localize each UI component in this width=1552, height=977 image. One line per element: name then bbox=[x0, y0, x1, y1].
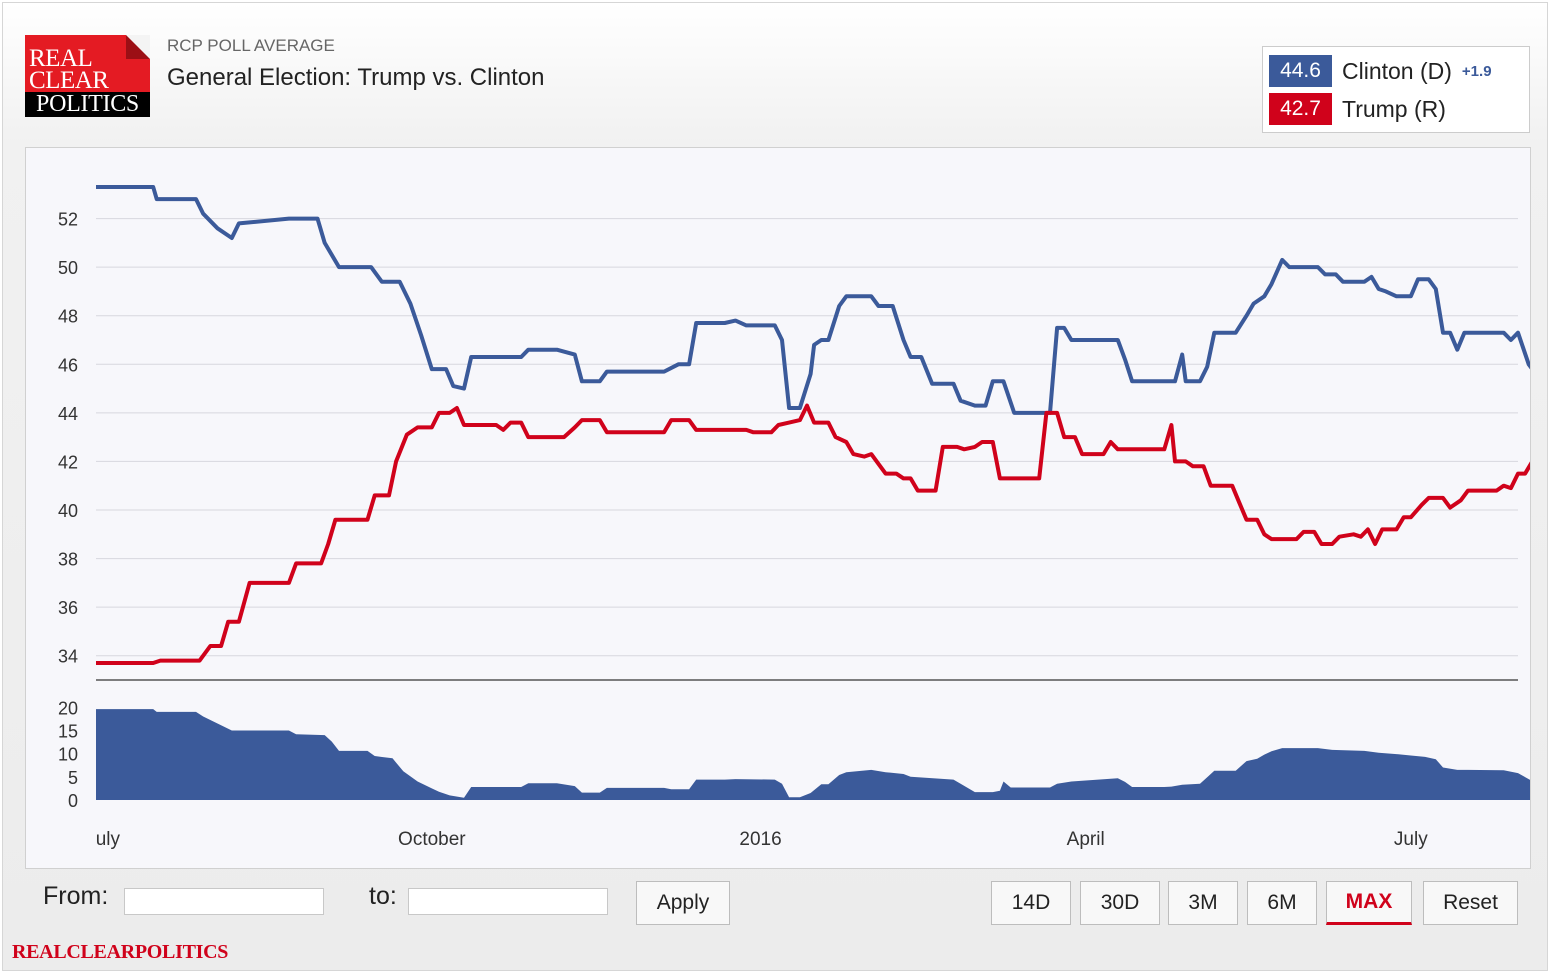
range-button-3m[interactable]: 3M bbox=[1168, 881, 1238, 925]
series-line-clinton bbox=[96, 185, 1552, 427]
reset-button[interactable]: Reset bbox=[1423, 881, 1518, 925]
range-button-max[interactable]: MAX bbox=[1326, 881, 1412, 925]
spread-tick-label: 10 bbox=[58, 745, 78, 765]
legend-item-clinton[interactable]: 44.6 Clinton (D) +1.9 bbox=[1269, 55, 1492, 87]
series-line-trump bbox=[96, 403, 1552, 665]
footer-brand[interactable]: REALCLEARPOLITICS bbox=[12, 941, 229, 963]
y-tick-label: 44 bbox=[58, 404, 78, 424]
legend-name-clinton: Clinton (D) bbox=[1342, 57, 1452, 84]
logo-line-1: REAL bbox=[29, 45, 93, 72]
series-lines bbox=[96, 185, 1552, 665]
chart-svg[interactable]: 34 36 38 40 42 44 46 48 50 52 0 5 10 15 20 July Octobe… bbox=[26, 148, 1552, 868]
from-label: From: bbox=[43, 882, 109, 910]
legend-item-trump[interactable]: 42.7 Trump (R) bbox=[1269, 93, 1446, 125]
to-date-input[interactable] bbox=[408, 888, 608, 915]
range-button-14d[interactable]: 14D bbox=[991, 881, 1071, 925]
to-label: to: bbox=[369, 882, 397, 910]
spread-tick-label: 15 bbox=[58, 721, 78, 741]
logo-line-3: POLITICS bbox=[25, 92, 150, 117]
y-tick-label: 36 bbox=[58, 598, 78, 618]
x-tick-label: July bbox=[86, 829, 120, 850]
legend-value-clinton: 44.6 bbox=[1269, 55, 1332, 87]
chart-subtitle: RCP POLL AVERAGE bbox=[167, 36, 335, 55]
from-date-input[interactable] bbox=[124, 888, 324, 915]
y-tick-label: 34 bbox=[58, 647, 78, 667]
y-tick-label: 42 bbox=[58, 452, 78, 472]
x-tick-label: April bbox=[1067, 829, 1105, 850]
rcp-logo[interactable]: REAL CLEAR POLITICS bbox=[25, 35, 150, 117]
logo-corner-fold bbox=[126, 35, 150, 59]
spread-axis-ticks: 0 5 10 15 20 bbox=[58, 698, 78, 811]
x-axis-ticks: July October 2016 April July bbox=[86, 829, 1428, 850]
spread-tick-label: 20 bbox=[58, 698, 78, 718]
spread-area-fill bbox=[96, 709, 1552, 800]
legend: 44.6 Clinton (D) +1.9 42.7 Trump (R) bbox=[1262, 46, 1530, 133]
legend-spread-clinton: +1.9 bbox=[1461, 62, 1492, 80]
y-tick-label: 50 bbox=[58, 258, 78, 278]
x-tick-label: July bbox=[1394, 829, 1428, 850]
y-tick-label: 46 bbox=[58, 355, 78, 375]
chart-title: General Election: Trump vs. Clinton bbox=[167, 64, 545, 91]
logo-line-2: CLEAR bbox=[29, 67, 109, 94]
y-tick-label: 48 bbox=[58, 307, 78, 327]
range-button-6m[interactable]: 6M bbox=[1247, 881, 1317, 925]
legend-name-trump: Trump (R) bbox=[1342, 95, 1446, 122]
spread-tick-label: 5 bbox=[68, 768, 78, 788]
y-tick-label: 38 bbox=[58, 550, 78, 570]
spread-area bbox=[96, 709, 1552, 800]
legend-value-trump: 42.7 bbox=[1269, 93, 1332, 125]
gridlines bbox=[96, 218, 1518, 657]
apply-button[interactable]: Apply bbox=[636, 881, 730, 925]
y-tick-label: 40 bbox=[58, 501, 78, 521]
x-tick-label: October bbox=[398, 829, 466, 850]
plot-panel: 34 36 38 40 42 44 46 48 50 52 0 5 10 15 20 July Octobe… bbox=[25, 147, 1552, 869]
spread-tick-label: 0 bbox=[68, 791, 78, 811]
y-axis-ticks: 34 36 38 40 42 44 46 48 50 52 bbox=[58, 210, 78, 667]
x-tick-label: 2016 bbox=[739, 829, 781, 850]
y-tick-label: 52 bbox=[58, 210, 78, 230]
range-button-30d[interactable]: 30D bbox=[1080, 881, 1160, 925]
